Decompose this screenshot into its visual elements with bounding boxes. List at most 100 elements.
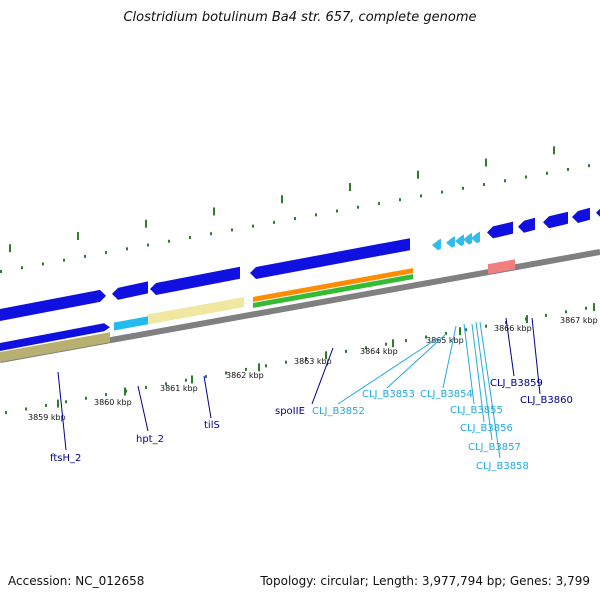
cds-arrow (250, 238, 410, 279)
scale-dot (105, 393, 107, 397)
gene-label: CLJ_B3853 (362, 389, 415, 400)
scale-dot (65, 400, 67, 404)
scale-dot (545, 313, 547, 317)
scale-dot (63, 258, 65, 262)
scale-dot (462, 186, 464, 190)
label-leader-line (531, 317, 541, 395)
trna-arrow (446, 236, 455, 248)
feature-band (253, 274, 413, 308)
genome-title: Clostridium botulinum Ba4 str. 657, comp… (123, 10, 477, 25)
scale-dot (205, 375, 207, 379)
scale-dot (305, 357, 307, 361)
label-leader-line (337, 337, 439, 405)
scale-dot (231, 228, 233, 232)
scale-dot (483, 183, 485, 187)
kbp-label: 3859 kbp (28, 413, 66, 422)
label-leader-line (475, 321, 493, 441)
kbp-label: 3862 kbp (226, 371, 264, 380)
scale-dot (365, 346, 367, 350)
scale-dot (378, 201, 380, 205)
scale-dot (189, 235, 191, 239)
scale-dot (165, 382, 167, 386)
label-leader-line (463, 323, 475, 405)
gene-label: CLJ_B3859 (490, 378, 543, 389)
scale-dot (505, 321, 507, 325)
feature-band (253, 268, 413, 302)
scale-dot (405, 339, 407, 343)
scale-dot (345, 349, 347, 353)
label-leader-line (442, 325, 457, 389)
scale-dot (504, 179, 506, 183)
gene-label: CLJ_B3852 (312, 406, 365, 417)
scale-dot (420, 194, 422, 198)
scale-dot (273, 220, 275, 224)
scale-dot (265, 364, 267, 368)
cds-arrow (543, 211, 568, 229)
scale-dot (336, 209, 338, 213)
scale-dot (105, 251, 107, 255)
scale-dot (185, 378, 187, 382)
scale-dot (42, 262, 44, 266)
scale-dot (168, 239, 170, 243)
gene-label: CLJ_B3855 (450, 405, 503, 416)
scale-dot (25, 407, 27, 411)
scale-dot (315, 213, 317, 217)
cds-arrow (112, 281, 148, 300)
scale-dot (45, 403, 47, 407)
scale-dot (252, 224, 254, 228)
label-leader-line (479, 321, 501, 459)
genome-stats-text: Topology: circular; Length: 3,977,794 bp… (260, 574, 590, 588)
feature-band (148, 297, 244, 325)
scale-dot (294, 217, 296, 221)
kbp-label: 3866 kbp (494, 324, 532, 333)
scale-dot (210, 232, 212, 236)
trna-arrow (432, 238, 441, 251)
label-leader-line (203, 375, 212, 419)
feature-band (0, 332, 110, 362)
scale-dot (147, 243, 149, 247)
scale-dot (21, 266, 23, 270)
cds-arrow (0, 289, 106, 321)
cds-arrow (518, 217, 535, 233)
gene-label: hpt_2 (136, 434, 164, 445)
label-leader-line (505, 317, 515, 377)
scale-dot (0, 270, 2, 273)
scale-dot (357, 205, 359, 209)
gene-label: CLJ_B3857 (468, 442, 521, 453)
cds-arrow (487, 221, 513, 239)
scale-dot (399, 198, 401, 202)
gene-label: CLJ_B3856 (460, 423, 513, 434)
trna-arrow (455, 234, 464, 247)
trna-arrow (463, 233, 472, 245)
accession-text: Accession: NC_012658 (8, 574, 145, 588)
kbp-label: 3867 kbp (560, 316, 598, 325)
feature-band (114, 316, 150, 331)
scale-dot (145, 385, 147, 389)
kbp-label: 3863 kbp (294, 357, 332, 366)
scale-dot (225, 371, 227, 375)
scale-dot (567, 167, 569, 171)
cds-arrow (572, 207, 590, 224)
gene-label: CLJ_B3854 (420, 389, 473, 400)
scale-dot (485, 324, 487, 328)
cds-arrow (596, 206, 600, 218)
label-leader-line (137, 385, 149, 432)
kbp-label: 3860 kbp (94, 398, 132, 407)
trna-arrow (471, 231, 480, 244)
gene-label: tilS (204, 420, 220, 431)
gene-label: ftsH_2 (50, 453, 81, 464)
rrna-band (488, 259, 515, 275)
label-leader-line (311, 347, 334, 405)
scale-dot (5, 411, 7, 415)
kbp-label: 3865 kbp (426, 336, 464, 345)
scale-dot (546, 171, 548, 175)
scale-dot (126, 247, 128, 251)
scale-dot (565, 310, 567, 314)
scale-dot (445, 331, 447, 335)
scale-dot (84, 254, 86, 258)
gene-label: CLJ_B3858 (476, 461, 529, 472)
cds-arrow (150, 266, 240, 295)
label-leader-line (471, 323, 485, 423)
kbp-label: 3861 kbp (160, 384, 198, 393)
